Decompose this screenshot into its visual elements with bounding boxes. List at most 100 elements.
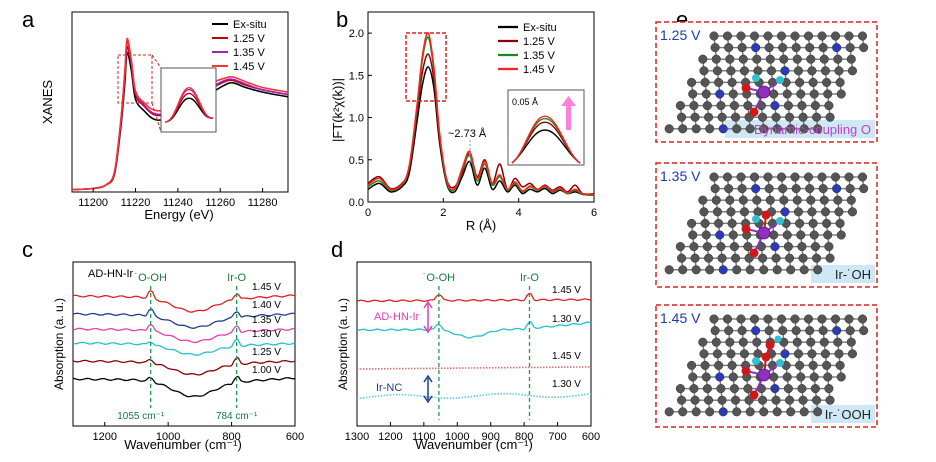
carbon-atom [736,31,746,41]
chart-a-xlabel: Energy (eV) [144,207,213,222]
carbon-atom [745,124,755,134]
carbon-atom [790,314,800,324]
carbon-atom [776,314,787,324]
carbon-atom [818,326,828,336]
carbon-atom [783,384,793,394]
chart-d-series-line [357,366,591,370]
carbon-atom [807,66,817,76]
carbon-atom [701,372,711,382]
carbon-atom [809,372,819,382]
chart-d-xtick-label: 700 [548,431,566,443]
carbon-atom [791,326,801,336]
chart-b-xtick-label: 0 [365,207,371,219]
carbon-atom [711,337,721,347]
carbon-atom [743,384,753,394]
carbon-atom [847,207,858,217]
chart-b-zoom-box [405,32,447,102]
carbon-atom [834,207,844,217]
chart-b-ytick-label: 0.0 [349,197,364,209]
nitrogen-atom [780,349,790,359]
chart-b-ytick-label: 1.5 [349,70,364,82]
carbon-atom [845,43,855,53]
chart-d-xtick-label: 1300 [345,431,369,443]
carbon-atom [825,112,835,122]
chart-a-legend-label: 1.35 V [233,47,265,59]
chart-b-frame [367,11,595,203]
chart-a-legend-label: Ex-situ [233,19,267,31]
carbon-atom [834,349,844,359]
chart-b-ytick-label: 1.0 [349,113,364,125]
chart-c: 1.45 V 1.40 V 1.35 V 1.30 V 1.25 V 1.00 V 120… [52,261,304,452]
nitrogen-atom [718,124,728,134]
carbon-atom [790,31,800,41]
chart-d-series-line [356,292,592,303]
chart-a-legend-label: 1.25 V [233,33,265,45]
carbon-atom [714,77,724,87]
chart-b-ytick-label: 2.0 [349,28,364,40]
carbon-atom [786,265,796,275]
carbon-atom [808,360,818,370]
carbon-atom [710,184,720,194]
chart-d-xtick-label: 600 [582,431,600,443]
oxygen-atom [761,210,771,220]
carbon-atom [859,326,869,336]
hydrogen-atom [752,74,760,82]
carbon-atom [700,360,710,370]
chart-b-annotation: ~2.73 Å [448,127,487,140]
carbon-atom [764,326,774,336]
carbon-atom [705,265,715,275]
carbon-atom [758,112,768,122]
carbon-atom [857,172,868,182]
carbon-atom [726,349,736,359]
carbon-atom [791,184,801,194]
lattice [664,31,869,134]
iridium-atom [757,368,771,382]
chart-b-ylabel: |FT(k²χ(k))| [330,78,345,142]
nitrogen-atom [770,101,780,111]
oxygen-atom [741,83,751,93]
nitrogen-atom [770,384,780,394]
chart-b-inset-label: 0.05 Å [512,97,538,107]
carbon-atom [702,384,712,394]
chart-b-xlabel: R (Å) [466,218,496,233]
carbon-atom [806,195,816,205]
carbon-atom [728,89,738,99]
chart-b-ytick-label: 0.5 [349,155,364,167]
chart-a-frame [71,11,289,193]
carbon-atom [737,326,747,336]
carbon-atom [820,207,831,217]
carbon-atom [704,112,714,122]
carbon-atom [803,31,814,41]
carbon-atom [727,218,737,228]
carbon-atom [689,101,699,111]
carbon-atom [705,124,715,134]
carbon-atom [807,349,817,359]
chart-d-series-line [356,321,592,339]
carbon-atom [759,407,769,417]
carbon-atom [810,384,820,394]
carbon-atom [664,124,674,134]
carbon-atom [690,253,700,263]
carbon-atom [732,124,742,134]
carbon-atom [836,89,846,99]
carbon-atom [813,265,823,275]
structure-panel: 1.45 V Ir-˙OOH [655,304,878,428]
carbon-atom [725,54,735,64]
carbon-atom [722,172,733,182]
carbon-atom [714,218,724,228]
carbon-atom [817,172,827,182]
carbon-atom [792,195,802,205]
carbon-atom [790,172,800,182]
carbon-atom [764,184,774,194]
carbon-atom [717,112,727,122]
nitrogen-atom [832,43,842,53]
chart-d-peak-label: ˙O-OH [423,272,455,284]
carbon-atom [793,207,804,217]
carbon-atom [687,77,697,87]
carbon-atom [819,337,829,347]
carbon-atom [771,253,781,263]
chart-a-inset-line [164,86,214,123]
carbon-atom [818,43,828,53]
oxygen-atom [741,366,751,376]
carbon-atom [785,112,795,122]
